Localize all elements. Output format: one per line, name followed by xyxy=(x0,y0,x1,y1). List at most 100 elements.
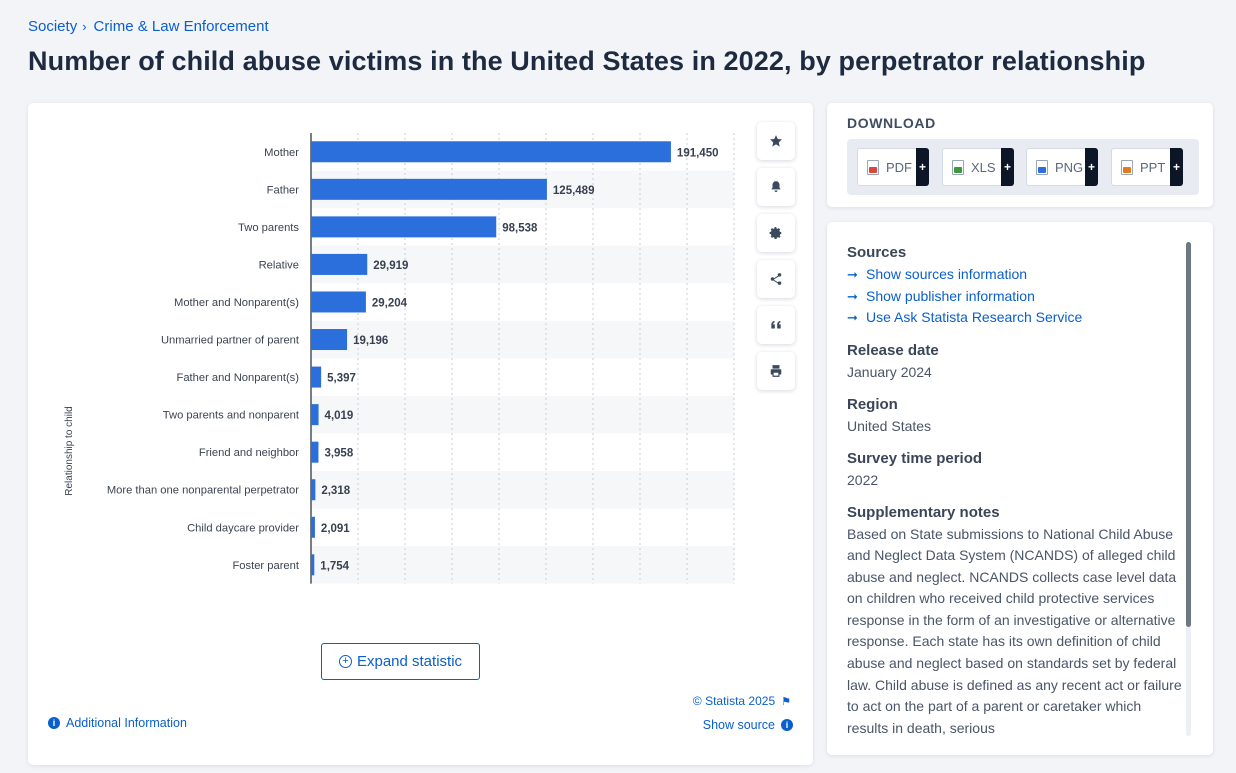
bar xyxy=(311,516,315,538)
chart-toolbar xyxy=(757,122,795,398)
statistic-details-card: Sources ➞ Show sources information ➞ Show … xyxy=(827,222,1213,755)
plus-icon: + xyxy=(1001,148,1014,186)
settings-button[interactable] xyxy=(757,214,795,252)
category-label: Unmarried partner of parent xyxy=(161,335,300,347)
additional-information-label: Additional Information xyxy=(66,716,187,730)
ppt-file-icon xyxy=(1121,159,1133,175)
plus-icon: + xyxy=(916,148,929,186)
download-card: DOWNLOAD PDF + XLS + PNG + PPT + xyxy=(827,103,1213,207)
notification-button[interactable] xyxy=(757,168,795,206)
download-buttons: PDF + XLS + PNG + PPT + xyxy=(847,139,1199,195)
data-label: 19,196 xyxy=(353,335,388,347)
bar xyxy=(311,253,368,275)
show-sources-label: Show sources information xyxy=(866,266,1028,282)
bar xyxy=(311,329,348,351)
data-label: 191,450 xyxy=(677,147,719,159)
region-heading: Region xyxy=(847,395,898,413)
survey-period-section: Survey time period 2022 xyxy=(847,450,1182,491)
supplementary-notes-text: Based on State submissions to National C… xyxy=(847,525,1182,736)
category-label: Father xyxy=(267,184,300,196)
bar xyxy=(311,178,547,200)
ask-statista-label: Use Ask Statista Research Service xyxy=(866,309,1083,325)
category-label: Father and Nonparent(s) xyxy=(176,372,299,384)
show-source-label: Show source xyxy=(702,718,775,732)
row-band xyxy=(311,546,734,584)
ask-statista-link[interactable]: ➞ Use Ask Statista Research Service xyxy=(847,307,1182,329)
quote-icon xyxy=(771,320,781,329)
arrow-right-icon: ➞ xyxy=(847,310,858,325)
details-scrollbar[interactable] xyxy=(1186,242,1191,736)
bar xyxy=(311,441,319,463)
download-png-label: PNG xyxy=(1055,159,1084,175)
category-label: Two parents xyxy=(238,222,299,234)
png-file-icon xyxy=(1036,159,1048,175)
bar xyxy=(311,216,497,238)
xls-file-icon xyxy=(952,159,964,175)
chart-card: 191,450 Mother 125,489 Father 98,538 Two pare… xyxy=(28,103,813,765)
bar xyxy=(311,366,322,388)
show-sources-link[interactable]: ➞ Show sources information xyxy=(847,264,1182,286)
flag-icon: ⚑ xyxy=(781,695,791,708)
row-band xyxy=(311,320,734,359)
category-label: Relative xyxy=(259,259,299,271)
category-label: Mother xyxy=(264,147,299,159)
release-date-section: Release date January 2024 xyxy=(847,342,1182,383)
release-date-heading: Release date xyxy=(847,341,939,359)
category-label: More than one nonparental perpetrator xyxy=(107,485,299,497)
pdf-file-mark xyxy=(869,166,877,173)
page-title: Number of child abuse victims in the Uni… xyxy=(28,46,1146,76)
data-label: 98,538 xyxy=(502,222,538,234)
sources-heading: Sources xyxy=(847,244,907,261)
data-label: 2,318 xyxy=(321,485,350,497)
print-button[interactable] xyxy=(757,352,795,390)
plus-icon: + xyxy=(1085,148,1098,186)
ppt-file-mark xyxy=(1123,166,1131,173)
show-publisher-link[interactable]: ➞ Show publisher information xyxy=(847,286,1182,308)
cite-button[interactable] xyxy=(757,306,795,344)
breadcrumb-society[interactable]: Society xyxy=(28,18,78,35)
category-label: Mother and Nonparent(s) xyxy=(174,297,299,309)
bar xyxy=(311,554,315,576)
bar xyxy=(311,479,316,501)
chevron-right-icon: › xyxy=(82,19,87,34)
info-icon: i xyxy=(781,719,793,731)
release-date-value: January 2024 xyxy=(847,363,932,380)
gear-icon xyxy=(769,227,782,240)
supplementary-notes-heading: Supplementary notes xyxy=(847,503,1000,521)
sources-section: Sources ➞ Show sources information ➞ Show … xyxy=(847,244,1182,329)
download-png-button[interactable]: PNG + xyxy=(1026,148,1098,186)
details-scrollbar-thumb[interactable] xyxy=(1186,242,1191,627)
download-ppt-label: PPT xyxy=(1140,159,1166,175)
bar-chart: 191,450 Mother 125,489 Father 98,538 Two pare… xyxy=(64,133,735,584)
category-label: Foster parent xyxy=(232,560,299,572)
show-source-link[interactable]: Show source i xyxy=(703,718,793,732)
png-file-mark xyxy=(1038,166,1046,173)
plus-circle-icon: + xyxy=(338,655,352,668)
download-pdf-button[interactable]: PDF + xyxy=(857,148,929,186)
data-label: 2,091 xyxy=(321,523,350,535)
download-pdf-label: PDF xyxy=(886,159,912,175)
share-button[interactable] xyxy=(757,260,795,298)
download-xls-button[interactable]: XLS + xyxy=(942,148,1014,186)
download-ppt-button[interactable]: PPT + xyxy=(1111,148,1183,186)
additional-information-link[interactable]: i Additional Information xyxy=(48,716,187,730)
bar xyxy=(311,141,671,163)
copyright[interactable]: © Statista 2025 ⚑ xyxy=(693,694,791,708)
show-publisher-label: Show publisher information xyxy=(866,287,1035,304)
favorite-button[interactable] xyxy=(757,122,795,160)
breadcrumb-crime-law[interactable]: Crime & Law Enforcement xyxy=(93,18,269,35)
copyright-text: © Statista 2025 xyxy=(692,694,776,708)
expand-statistic-button[interactable]: + Expand statistic xyxy=(321,643,480,680)
arrow-right-icon: ➞ xyxy=(847,288,858,304)
bar xyxy=(311,404,319,426)
data-label: 5,397 xyxy=(327,373,356,385)
arrow-right-icon: ➞ xyxy=(847,267,858,282)
bar xyxy=(311,291,366,313)
statistic-details: Sources ➞ Show sources information ➞ Show … xyxy=(847,244,1182,752)
survey-period-heading: Survey time period xyxy=(847,449,983,467)
y-axis-title: Relationship to child xyxy=(64,406,75,496)
supplementary-notes-section: Supplementary notes Based on State submi… xyxy=(847,504,1182,740)
region-value: United States xyxy=(847,417,932,434)
category-label: Two parents and nonparent xyxy=(163,410,300,422)
row-band xyxy=(311,395,734,434)
